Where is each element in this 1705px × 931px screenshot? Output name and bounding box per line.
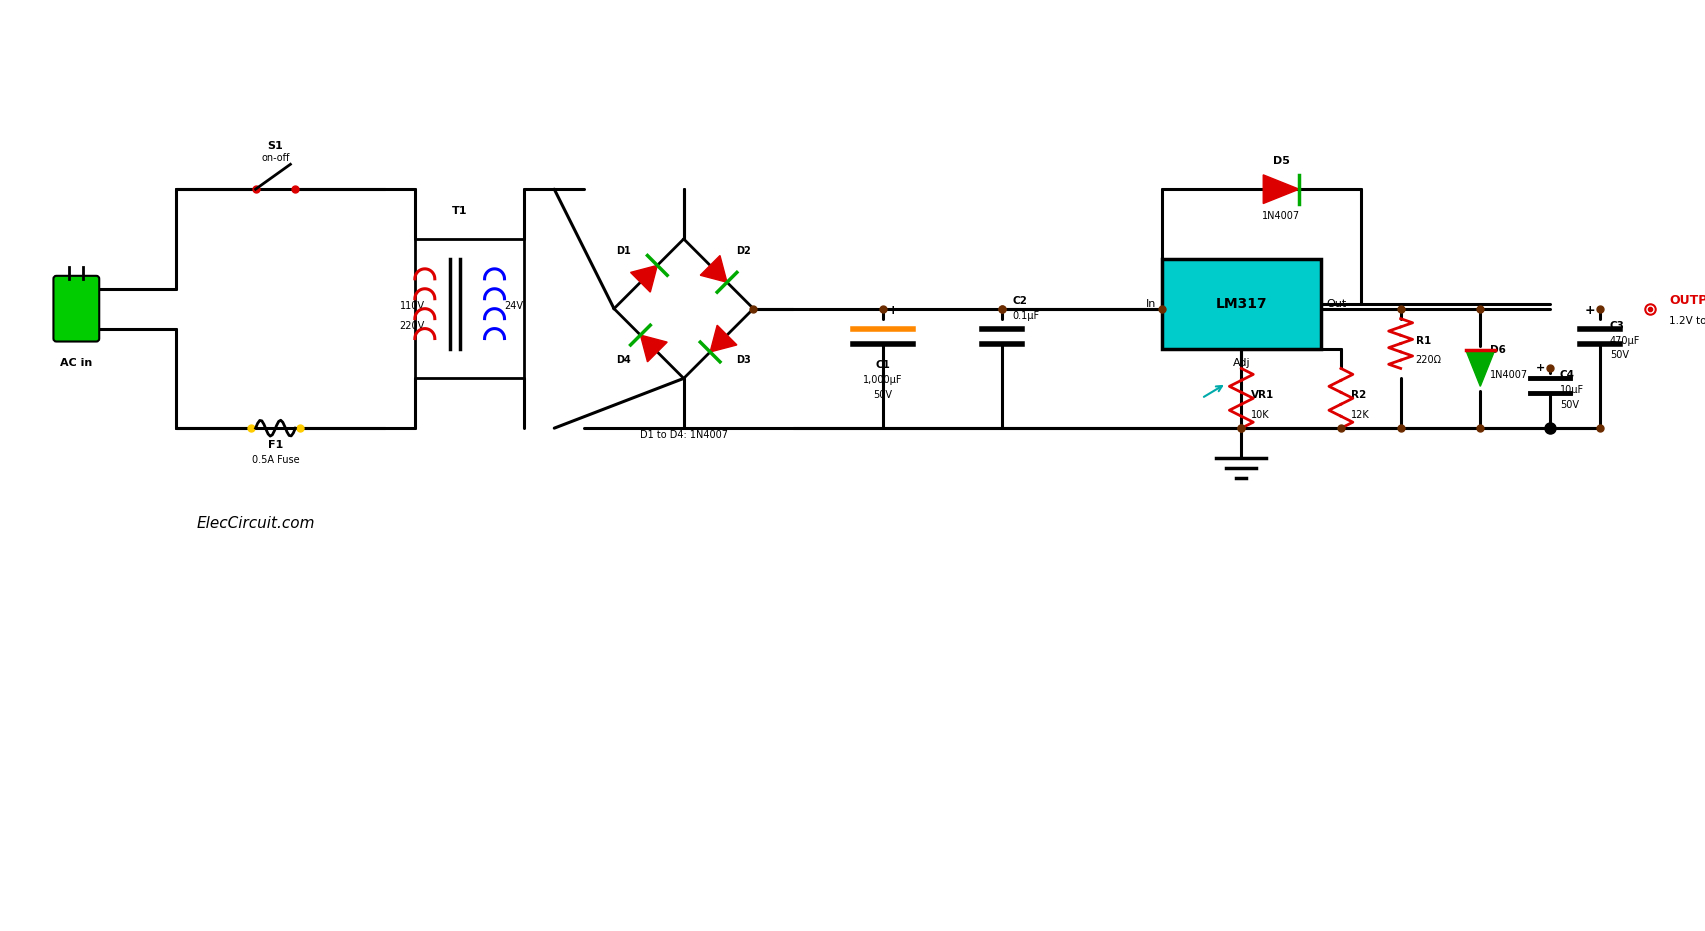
Text: 220V: 220V [399,320,425,331]
Polygon shape [1262,175,1298,204]
Text: 0.1μF: 0.1μF [1011,311,1038,320]
Text: VR1: VR1 [1250,390,1274,400]
Text: F1: F1 [268,440,283,450]
Text: 220Ω: 220Ω [1415,356,1441,366]
Text: 110V: 110V [399,301,425,311]
Text: 12K: 12K [1350,411,1369,420]
Text: D1: D1 [616,246,631,256]
Text: 10K: 10K [1250,411,1269,420]
Text: C1: C1 [875,360,890,371]
Text: OUTPUT: OUTPUT [1669,293,1705,306]
Polygon shape [631,265,656,292]
Text: AC in: AC in [60,358,92,369]
Text: 1,000μF: 1,000μF [863,375,902,385]
Text: In: In [1146,299,1156,309]
Bar [414,239,523,378]
Text: Out: Out [1325,299,1345,309]
Text: C4: C4 [1558,371,1574,381]
Text: 50V: 50V [1610,350,1628,360]
Text: on-off: on-off [261,154,290,163]
Text: D2: D2 [735,246,750,256]
Text: D1 to D4: 1N4007: D1 to D4: 1N4007 [639,430,728,440]
Text: +: + [1584,304,1594,317]
FancyBboxPatch shape [53,276,99,342]
Text: D6: D6 [1490,345,1506,356]
Text: T1: T1 [452,206,467,216]
FancyBboxPatch shape [1161,259,1320,348]
Text: +: + [887,304,899,317]
Text: S1: S1 [268,142,283,152]
Text: Adj: Adj [1231,358,1250,369]
Text: D4: D4 [616,356,631,366]
Polygon shape [699,255,726,282]
Text: 1N4007: 1N4007 [1262,211,1299,221]
Text: +: + [1534,363,1545,373]
Text: 10μF: 10μF [1558,385,1584,396]
Text: R1: R1 [1415,335,1430,345]
Text: ElecCircuit.com: ElecCircuit.com [196,516,315,531]
Polygon shape [709,325,737,352]
Text: C2: C2 [1011,296,1026,305]
Text: 50V: 50V [873,390,892,400]
Text: R2: R2 [1350,390,1366,400]
Text: 24V: 24V [505,301,523,311]
Polygon shape [1465,350,1494,386]
Polygon shape [639,335,667,362]
Text: D3: D3 [735,356,750,366]
Text: 1.2V to 30V: 1.2V to 30V [1669,316,1705,326]
Text: 1N4007: 1N4007 [1490,371,1528,381]
Text: LM317: LM317 [1214,297,1267,311]
Text: 0.5A Fuse: 0.5A Fuse [252,455,298,465]
Text: D5: D5 [1272,156,1289,167]
Text: LM317 Power supply circuit 1.2 to 30V 1A: LM317 Power supply circuit 1.2 to 30V 1A [264,770,1441,818]
Text: 470μF: 470μF [1610,335,1639,345]
Text: 50V: 50V [1558,400,1579,411]
Text: C3: C3 [1610,320,1623,331]
